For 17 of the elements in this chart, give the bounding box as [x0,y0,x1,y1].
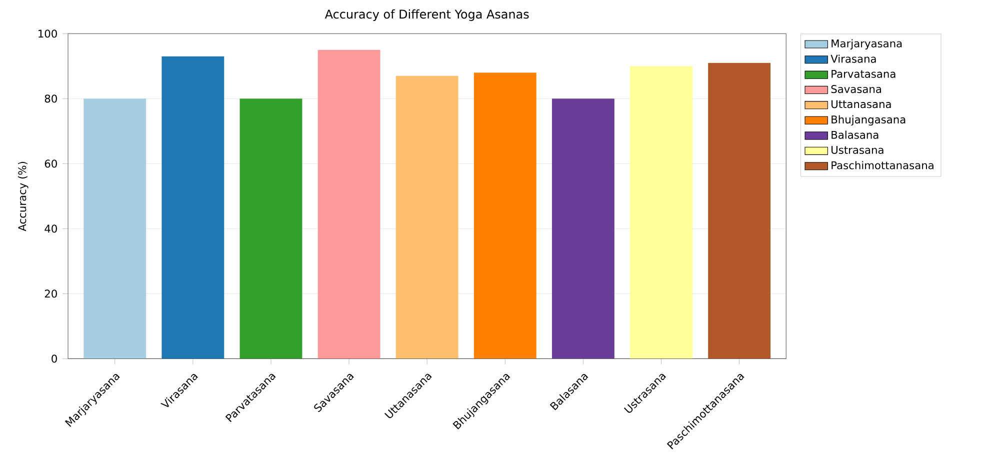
y-tick-label: 100 [38,30,57,38]
y-tick-label: 60 [44,160,57,168]
y-tick-label: 80 [44,94,57,103]
legend-label: Marjaryasana [832,39,902,50]
legend-label: Parvatasana [832,70,896,78]
chart-title: Accuracy of Different Yoga Asanas [324,9,529,21]
y-tick-label: 40 [44,224,57,233]
legend-label: Savasana [831,85,881,94]
legend-label: Ustrasana [832,146,884,154]
legend-label: Balasana [832,130,878,139]
legend-label: Bhujangasana [832,115,906,126]
y-tick-label: 20 [44,290,57,298]
legend-label: Paschimottanasana [832,161,934,170]
legend-label: Uttanasana [832,100,891,108]
legend-label: Virasana [830,54,876,63]
y-axis-title: Accuracy (%) [18,162,28,232]
y-tick-label: 0 [52,354,57,363]
